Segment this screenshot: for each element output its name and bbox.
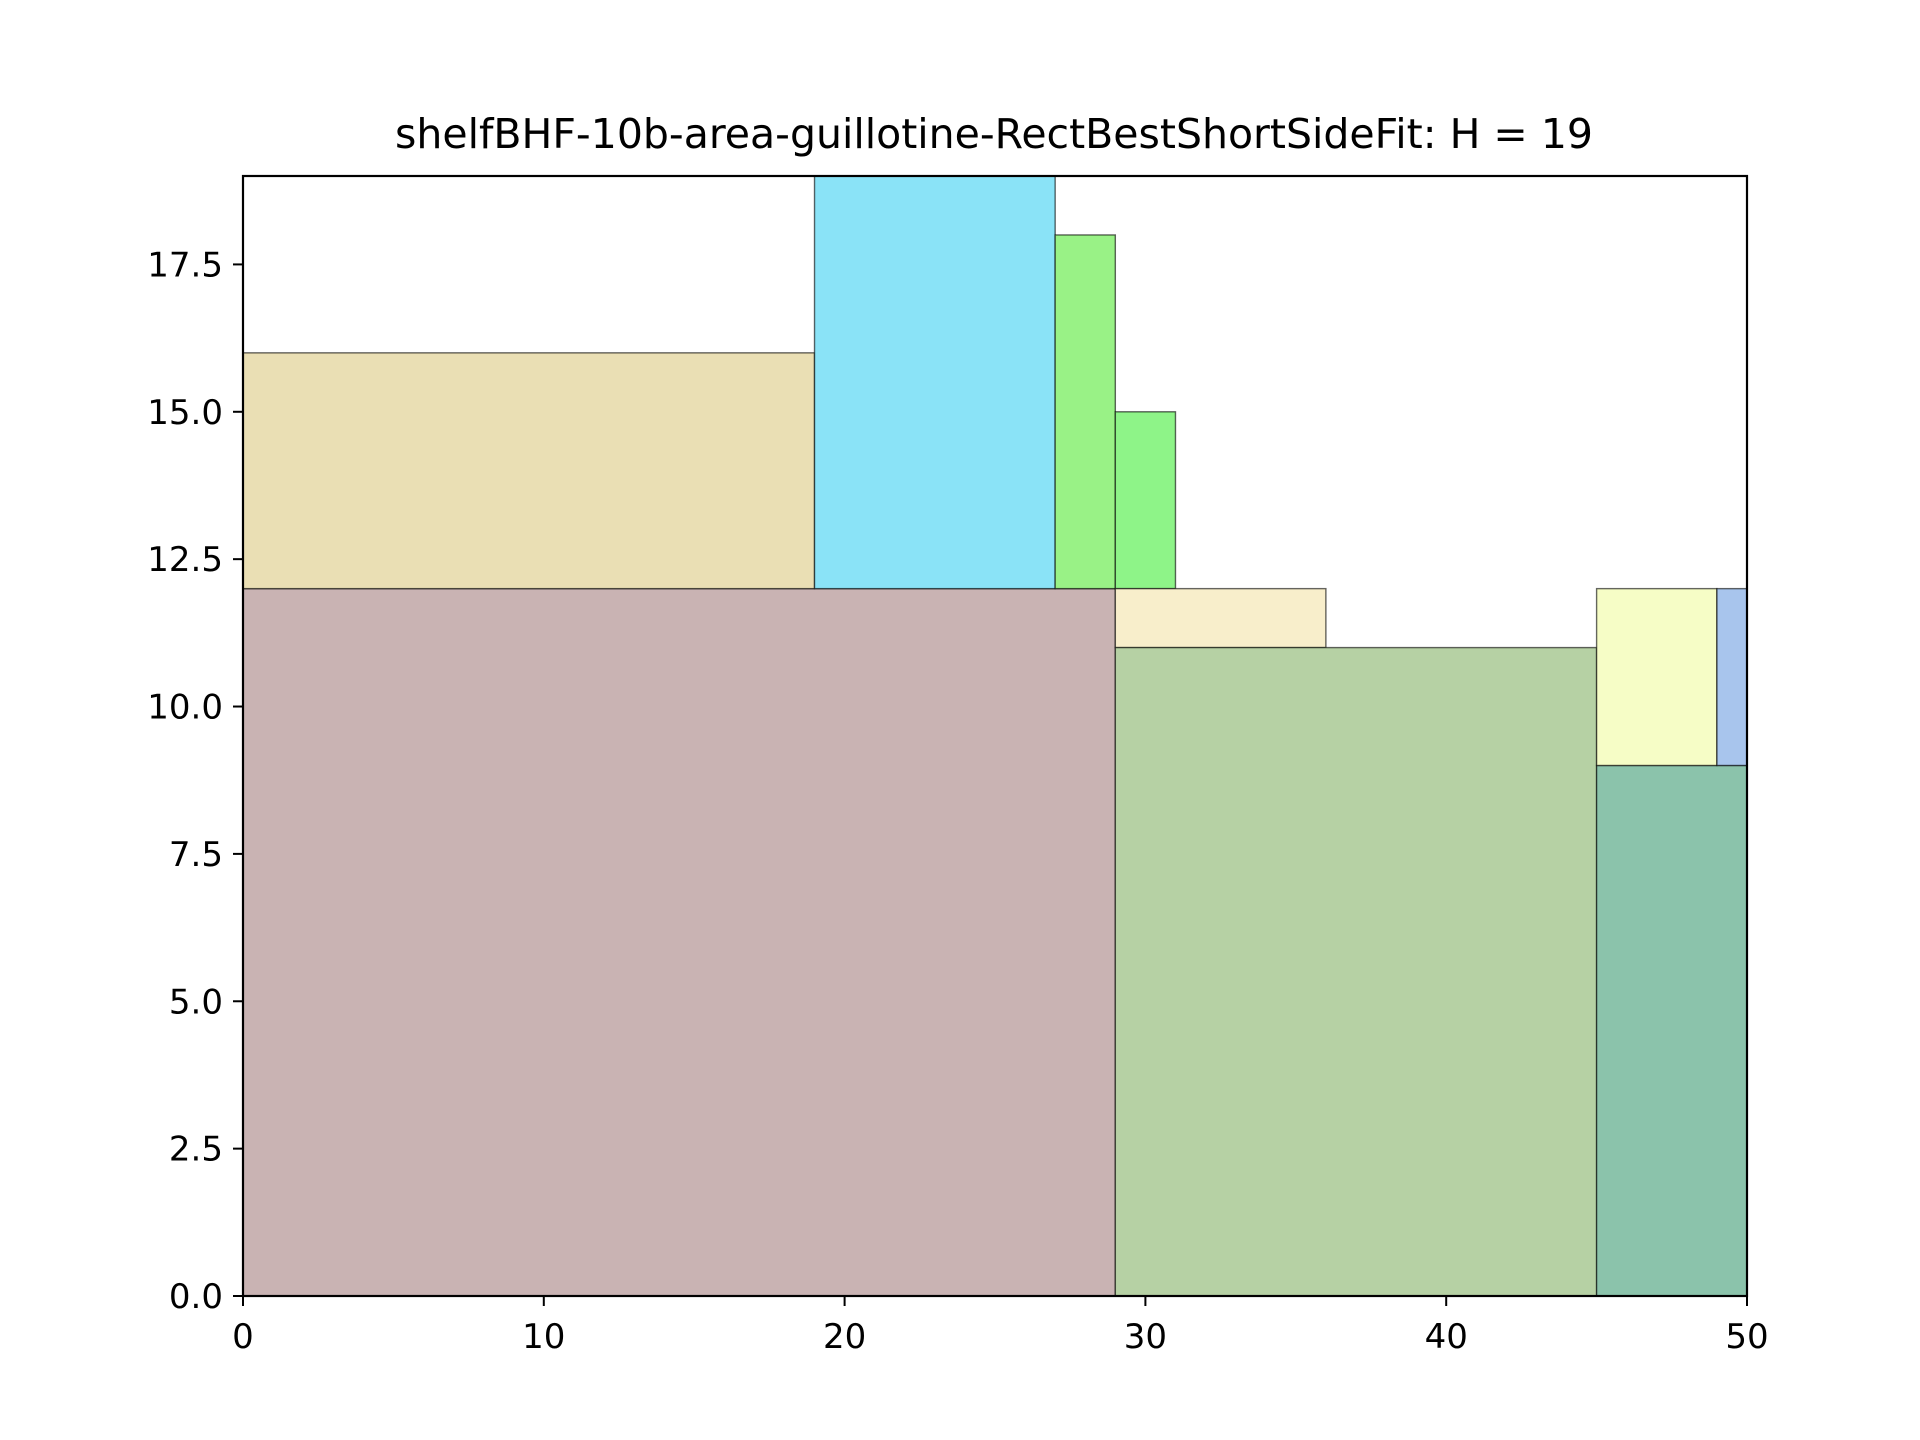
plot-area-frame (241, 174, 1749, 1298)
packed-rect-5 (1114, 411, 1177, 590)
packed-rect-10 (1716, 587, 1748, 767)
y-tick-label: 0.0 (169, 1277, 223, 1317)
y-tick-label: 7.5 (169, 835, 223, 875)
packed-rectangles (242, 175, 1748, 1297)
packed-rect-8 (1595, 764, 1748, 1297)
x-tick-label: 10 (522, 1317, 565, 1357)
x-tick-label: 50 (1725, 1317, 1768, 1357)
y-tick-label: 12.5 (147, 540, 223, 580)
packed-rect-3 (813, 175, 1056, 590)
axis-ticks: 0 10 20 30 40 50 0.0 2.5 5.0 7.5 10.0 12.5 15.0 17.5 (147, 245, 1768, 1357)
x-tick-label: 0 (232, 1317, 254, 1357)
y-tick-label: 15.0 (147, 393, 223, 433)
x-tick-label: 40 (1425, 1317, 1468, 1357)
x-tick-label: 20 (823, 1317, 866, 1357)
y-tick-label: 10.0 (147, 688, 223, 728)
packed-rect-1 (242, 587, 1117, 1297)
chart-title: shelfBHF-10b-area-guillotine-RectBestSho… (395, 110, 1593, 158)
packed-rect-4 (1054, 234, 1117, 590)
y-tick-label: 5.0 (169, 982, 223, 1022)
packed-rect-2 (242, 352, 816, 590)
packed-rect-9 (1595, 587, 1718, 767)
x-tick-label: 30 (1124, 1317, 1167, 1357)
y-tick-label: 2.5 (169, 1130, 223, 1170)
packed-rect-7 (1114, 646, 1598, 1297)
packed-rect-6 (1114, 587, 1327, 649)
y-tick-label: 17.5 (147, 245, 223, 285)
